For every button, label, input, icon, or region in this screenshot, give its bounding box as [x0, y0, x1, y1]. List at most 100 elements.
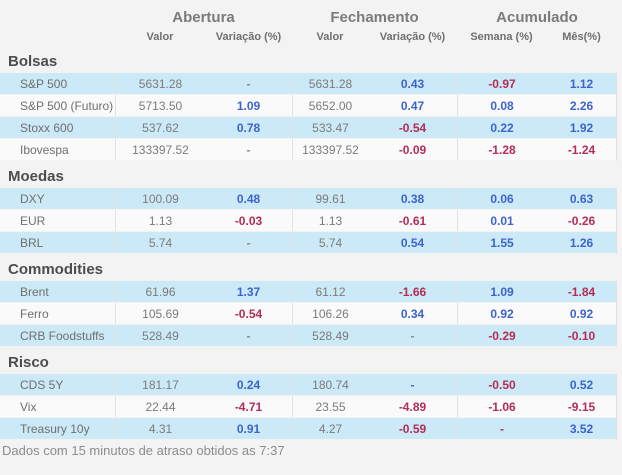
cell-abertura-variacao: -: [246, 329, 251, 343]
table-row: CDS 5Y 181.17 0.24 180.74 - -0.50 0.52: [0, 374, 616, 396]
cell-fechamento-valor: 180.74: [292, 374, 368, 395]
cell-fechamento-valor: 5.74: [292, 232, 368, 253]
cell-fechamento-variacao: 0.38: [400, 192, 425, 206]
cell-abertura-variacao: 0.48: [236, 192, 261, 206]
instrument-name: DXY: [20, 192, 45, 206]
cell-semana: 0.06: [457, 188, 546, 209]
cell-abertura-valor: 4.31: [115, 418, 205, 439]
cell-mes: 1.92: [569, 121, 594, 135]
cell-abertura-valor: 133397.52: [115, 139, 205, 160]
cell-abertura-variacao: 1.37: [236, 285, 261, 299]
cell-mes: -9.15: [567, 400, 596, 414]
cell-semana: 0.08: [457, 95, 546, 116]
cell-mes: -1.84: [567, 285, 596, 299]
cell-fechamento-variacao: -0.59: [398, 422, 427, 436]
cell-fechamento-valor: 61.12: [292, 281, 368, 302]
cell-semana: -0.50: [457, 374, 546, 395]
cell-mes: 1.12: [569, 77, 594, 91]
instrument-name: S&P 500 (Futuro): [20, 99, 114, 113]
cell-abertura-variacao: 0.24: [236, 378, 261, 392]
table-row: BRL 5.74 - 5.74 0.54 1.55 1.26: [0, 232, 616, 254]
cell-mes: -0.26: [567, 214, 596, 228]
cell-fechamento-variacao: -0.54: [398, 121, 427, 135]
cell-abertura-valor: 61.96: [115, 281, 205, 302]
cell-abertura-valor: 181.17: [115, 374, 205, 395]
header-spacer: [0, 8, 115, 28]
cell-fechamento-variacao: -0.09: [398, 143, 427, 157]
cell-mes: 0.52: [569, 378, 594, 392]
column-group-header: Abertura Fechamento Acumulado: [0, 8, 622, 28]
cell-abertura-variacao: -: [246, 236, 251, 250]
cell-abertura-variacao: -: [246, 143, 251, 157]
column-sub-header: Valor Variação (%) Valor Variação (%) Se…: [0, 28, 622, 46]
cell-abertura-valor: 5713.50: [115, 95, 205, 116]
cell-abertura-variacao: -: [246, 77, 251, 91]
cell-abertura-valor: 5631.28: [115, 73, 205, 94]
cell-fechamento-valor: 1.13: [292, 210, 368, 231]
section-title: Risco: [8, 354, 49, 371]
cell-semana: 0.01: [457, 210, 546, 231]
header-spacer: [0, 28, 115, 46]
cell-semana: 1.55: [457, 232, 546, 253]
cell-fechamento-variacao: -4.89: [398, 400, 427, 414]
instrument-name: BRL: [20, 236, 44, 250]
table-row: EUR 1.13 -0.03 1.13 -0.61 0.01 -0.26: [0, 210, 616, 232]
cell-abertura-variacao: -0.03: [234, 214, 263, 228]
cell-abertura-valor: 105.69: [115, 303, 205, 324]
table-row: S&P 500 5631.28 - 5631.28 0.43 -0.97 1.12: [0, 73, 616, 95]
section-title: Moedas: [8, 168, 64, 185]
cell-abertura-variacao: 0.91: [236, 422, 261, 436]
cell-fechamento-valor: 99.61: [292, 188, 368, 209]
cell-mes: 3.52: [569, 422, 594, 436]
cell-abertura-variacao: 0.78: [236, 121, 261, 135]
table-row: Vix 22.44 -4.71 23.55 -4.89 -1.06 -9.15: [0, 396, 616, 418]
cell-fechamento-valor: 4.27: [292, 418, 368, 439]
cell-abertura-valor: 100.09: [115, 188, 205, 209]
cell-abertura-valor: 528.49: [115, 325, 205, 346]
table-sections: Bolsas S&P 500 5631.28 - 5631.28 0.43 -0.97 1.1…: [0, 51, 622, 440]
cell-abertura-valor: 5.74: [115, 232, 205, 253]
cell-mes: 0.92: [569, 307, 594, 321]
cell-semana: 1.09: [457, 281, 546, 302]
subheader-fechamento-valor: Valor: [316, 31, 344, 43]
table-row: Stoxx 600 537.62 0.78 533.47 -0.54 0.22 1.92: [0, 117, 616, 139]
instrument-name: Vix: [20, 400, 37, 414]
table-row: Brent 61.96 1.37 61.12 -1.66 1.09 -1.84: [0, 281, 616, 303]
cell-fechamento-valor: 533.47: [292, 117, 368, 138]
cell-fechamento-valor: 23.55: [292, 396, 368, 417]
instrument-name: Stoxx 600: [20, 121, 74, 135]
cell-mes: 1.26: [569, 236, 594, 250]
cell-fechamento-variacao: -: [410, 378, 415, 392]
cell-abertura-variacao: -4.71: [234, 400, 263, 414]
cell-semana: -: [457, 418, 546, 439]
group-header-fechamento: Fechamento: [330, 9, 419, 26]
cell-semana: -0.29: [457, 325, 546, 346]
table-row: Ferro 105.69 -0.54 106.26 0.34 0.92 0.92: [0, 303, 616, 325]
section-rows: CDS 5Y 181.17 0.24 180.74 - -0.50 0.52 Vix 22.44…: [0, 374, 617, 440]
section-title: Commodities: [8, 261, 104, 278]
section-rows: S&P 500 5631.28-5631.28 0.43 -0.97 1.12 S&P 5…: [0, 73, 617, 161]
cell-fechamento-valor: 5652.00: [292, 95, 368, 116]
group-header-abertura: Abertura: [172, 9, 235, 26]
cell-mes: -1.24: [567, 143, 596, 157]
data-delay-note: Dados com 15 minutos de atraso obtidos a…: [2, 443, 285, 458]
cell-fechamento-valor: 5631.28: [292, 73, 368, 94]
cell-abertura-valor: 22.44: [115, 396, 205, 417]
instrument-name: CDS 5Y: [20, 378, 64, 392]
cell-semana: -0.97: [457, 73, 546, 94]
instrument-name: Brent: [20, 285, 49, 299]
cell-abertura-variacao: 1.09: [236, 99, 261, 113]
cell-semana: -1.28: [457, 139, 546, 160]
cell-fechamento-variacao: 0.34: [400, 307, 425, 321]
cell-abertura-valor: 537.62: [115, 117, 205, 138]
subheader-semana: Semana (%): [470, 31, 533, 43]
cell-fechamento-valor: 528.49: [292, 325, 368, 346]
cell-mes: 0.63: [569, 192, 594, 206]
instrument-name: EUR: [20, 214, 46, 228]
instrument-name: Ferro: [20, 307, 49, 321]
cell-fechamento-variacao: -: [410, 329, 415, 343]
table-row: DXY 100.09 0.48 99.61 0.38 0.06 0.63: [0, 188, 616, 210]
cell-semana: 0.92: [457, 303, 546, 324]
cell-mes: 2.26: [569, 99, 594, 113]
instrument-name: S&P 500: [20, 77, 68, 91]
